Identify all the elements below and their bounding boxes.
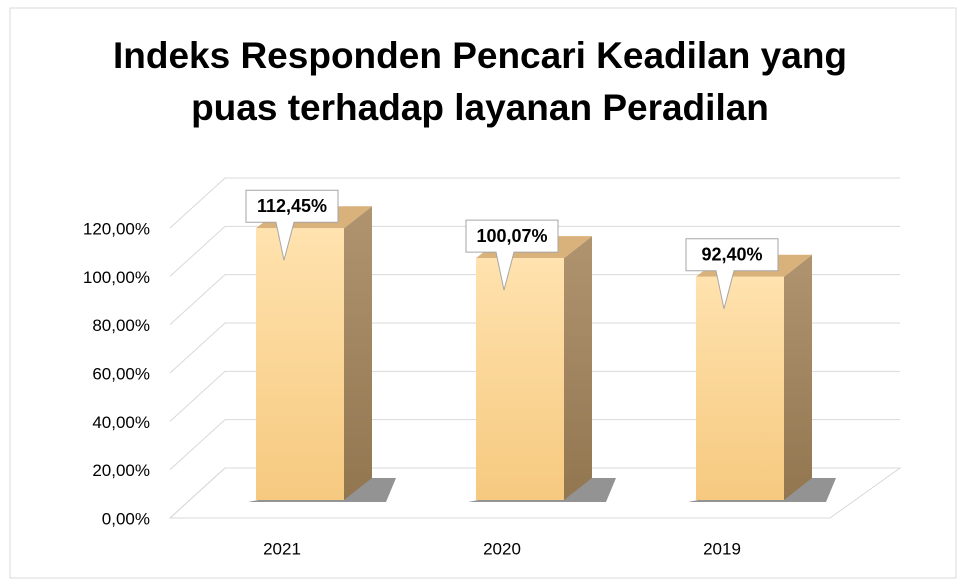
y-tick-label: 120,00% — [83, 219, 150, 238]
data-label-callout — [245, 189, 339, 261]
chart-title: Indeks Responden Pencari Keadilan yang p… — [112, 35, 848, 128]
y-tick-label: 0,00% — [102, 509, 150, 528]
y-tick-label: 60,00% — [92, 364, 150, 383]
bar-side — [564, 236, 592, 500]
x-tick-label: 2019 — [703, 539, 741, 558]
data-label: 100,07% — [476, 226, 547, 246]
grid-line — [169, 225, 900, 277]
chart-border — [9, 7, 957, 579]
x-tick-label: 2020 — [483, 539, 521, 558]
bar-side — [784, 254, 812, 500]
bar — [696, 276, 784, 500]
bar-side — [344, 206, 372, 500]
data-label: 92,40% — [701, 244, 762, 264]
x-tick-label: 2021 — [263, 539, 301, 558]
grid-line — [169, 370, 900, 422]
y-tick-label: 20,00% — [92, 461, 150, 480]
grid-line — [169, 419, 900, 471]
grid-line — [169, 322, 900, 374]
data-label-callout — [465, 219, 559, 291]
grid-line — [169, 274, 900, 326]
bar — [476, 258, 564, 500]
grid-line — [169, 467, 900, 519]
grid-line — [169, 177, 900, 229]
data-label: 112,45% — [257, 196, 327, 216]
data-label-callout — [685, 238, 779, 309]
bar — [256, 228, 344, 500]
y-tick-label: 80,00% — [92, 316, 150, 335]
y-tick-label: 40,00% — [92, 413, 150, 432]
y-tick-label: 100,00% — [83, 268, 150, 287]
